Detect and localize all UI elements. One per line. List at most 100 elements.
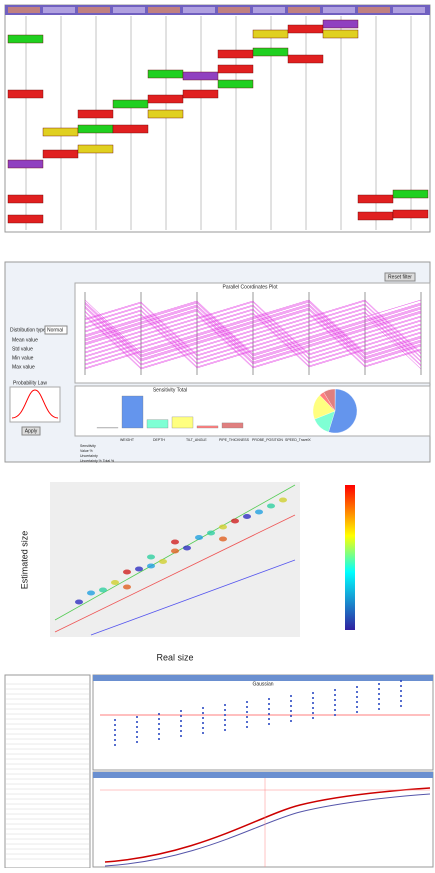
row-label: Uncertainty % Total % bbox=[80, 459, 114, 463]
point-mark bbox=[400, 695, 402, 697]
point-mark bbox=[378, 708, 380, 710]
point-mark bbox=[158, 733, 160, 735]
lane-block bbox=[288, 55, 323, 63]
lane-block bbox=[218, 50, 253, 58]
lane-tab bbox=[323, 7, 355, 13]
lane-block bbox=[43, 150, 78, 158]
lane-block bbox=[43, 128, 78, 136]
scatter-panel: Estimated size Real size bbox=[19, 480, 380, 665]
point-mark bbox=[114, 734, 116, 736]
title-bar bbox=[93, 675, 433, 681]
point-mark bbox=[180, 720, 182, 722]
lane-block bbox=[78, 145, 113, 153]
field-label: Std value bbox=[12, 346, 33, 352]
bar bbox=[222, 423, 243, 428]
lane-block bbox=[78, 125, 113, 133]
lane-block bbox=[358, 212, 393, 220]
lane-block bbox=[148, 110, 183, 118]
point-mark bbox=[114, 724, 116, 726]
point-mark bbox=[290, 715, 292, 717]
point bbox=[243, 514, 251, 519]
bar bbox=[122, 396, 143, 428]
bar bbox=[147, 420, 168, 428]
point-mark bbox=[356, 686, 358, 688]
point-mark bbox=[180, 715, 182, 717]
point-mark bbox=[268, 713, 270, 715]
sensitivity-title: Sensitivity Total bbox=[153, 387, 187, 393]
point bbox=[195, 535, 203, 540]
point-mark bbox=[400, 685, 402, 687]
point-mark bbox=[290, 705, 292, 707]
point-mark bbox=[334, 709, 336, 711]
row-label: Value % bbox=[80, 449, 93, 453]
point-mark bbox=[268, 723, 270, 725]
lane-block bbox=[148, 95, 183, 103]
lane-block bbox=[183, 90, 218, 98]
point bbox=[147, 555, 155, 560]
point-mark bbox=[400, 690, 402, 692]
point-mark bbox=[356, 696, 358, 698]
column-header: TILT_ANGLE bbox=[186, 438, 207, 442]
point-mark bbox=[136, 721, 138, 723]
lane-block bbox=[253, 30, 288, 38]
point-mark bbox=[290, 695, 292, 697]
lane-tab bbox=[43, 7, 75, 13]
lane-block bbox=[393, 210, 428, 218]
point-mark bbox=[224, 704, 226, 706]
point bbox=[159, 559, 167, 564]
point-mark bbox=[158, 713, 160, 715]
point bbox=[87, 591, 95, 596]
law-title: Probability Law bbox=[13, 380, 47, 386]
point bbox=[219, 525, 227, 530]
bar bbox=[197, 426, 218, 428]
analysis-panel: Parallel Coordinates Plot Reset filter D… bbox=[5, 262, 430, 463]
point-mark bbox=[158, 723, 160, 725]
point-mark bbox=[114, 744, 116, 746]
lane-tab bbox=[288, 7, 320, 13]
column-header: PROBE_POSITION bbox=[252, 438, 283, 442]
point-mark bbox=[400, 680, 402, 682]
lane-block bbox=[183, 72, 218, 80]
plot-title: Parallel Coordinates Plot bbox=[222, 284, 278, 290]
distribution-label: Distribution type bbox=[10, 327, 46, 333]
point bbox=[255, 510, 263, 515]
plot-area bbox=[50, 482, 300, 637]
lane-tab bbox=[253, 7, 285, 13]
point-mark bbox=[224, 724, 226, 726]
point-mark bbox=[400, 700, 402, 702]
lane-block bbox=[8, 215, 43, 223]
column-header: WEIGHT bbox=[120, 438, 135, 442]
lane-block bbox=[323, 20, 358, 28]
point-mark bbox=[334, 694, 336, 696]
law-plot bbox=[10, 387, 60, 422]
lane-tab bbox=[358, 7, 390, 13]
point-mark bbox=[356, 691, 358, 693]
lane-block bbox=[323, 30, 358, 38]
lane-block bbox=[78, 110, 113, 118]
point-mark bbox=[378, 698, 380, 700]
point-mark bbox=[400, 705, 402, 707]
lane-tab bbox=[218, 7, 250, 13]
point-mark bbox=[290, 710, 292, 712]
lane-tab bbox=[113, 7, 145, 13]
x-axis-label: Real size bbox=[156, 652, 193, 662]
point bbox=[231, 519, 239, 524]
point-mark bbox=[312, 697, 314, 699]
point-mark bbox=[378, 688, 380, 690]
row-label: Sensitivity bbox=[80, 444, 96, 448]
y-axis-label: Estimated size bbox=[19, 531, 29, 590]
point-mark bbox=[268, 703, 270, 705]
point-mark bbox=[202, 707, 204, 709]
point-mark bbox=[224, 729, 226, 731]
point-mark bbox=[224, 709, 226, 711]
point-mark bbox=[268, 718, 270, 720]
lane-block bbox=[8, 160, 43, 168]
lane-block bbox=[8, 35, 43, 43]
point bbox=[111, 580, 119, 585]
point-mark bbox=[246, 716, 248, 718]
point-mark bbox=[334, 714, 336, 716]
color-bar bbox=[345, 485, 355, 630]
field-label: Max value bbox=[12, 364, 35, 370]
lane-panel bbox=[5, 5, 430, 232]
point bbox=[135, 567, 143, 572]
